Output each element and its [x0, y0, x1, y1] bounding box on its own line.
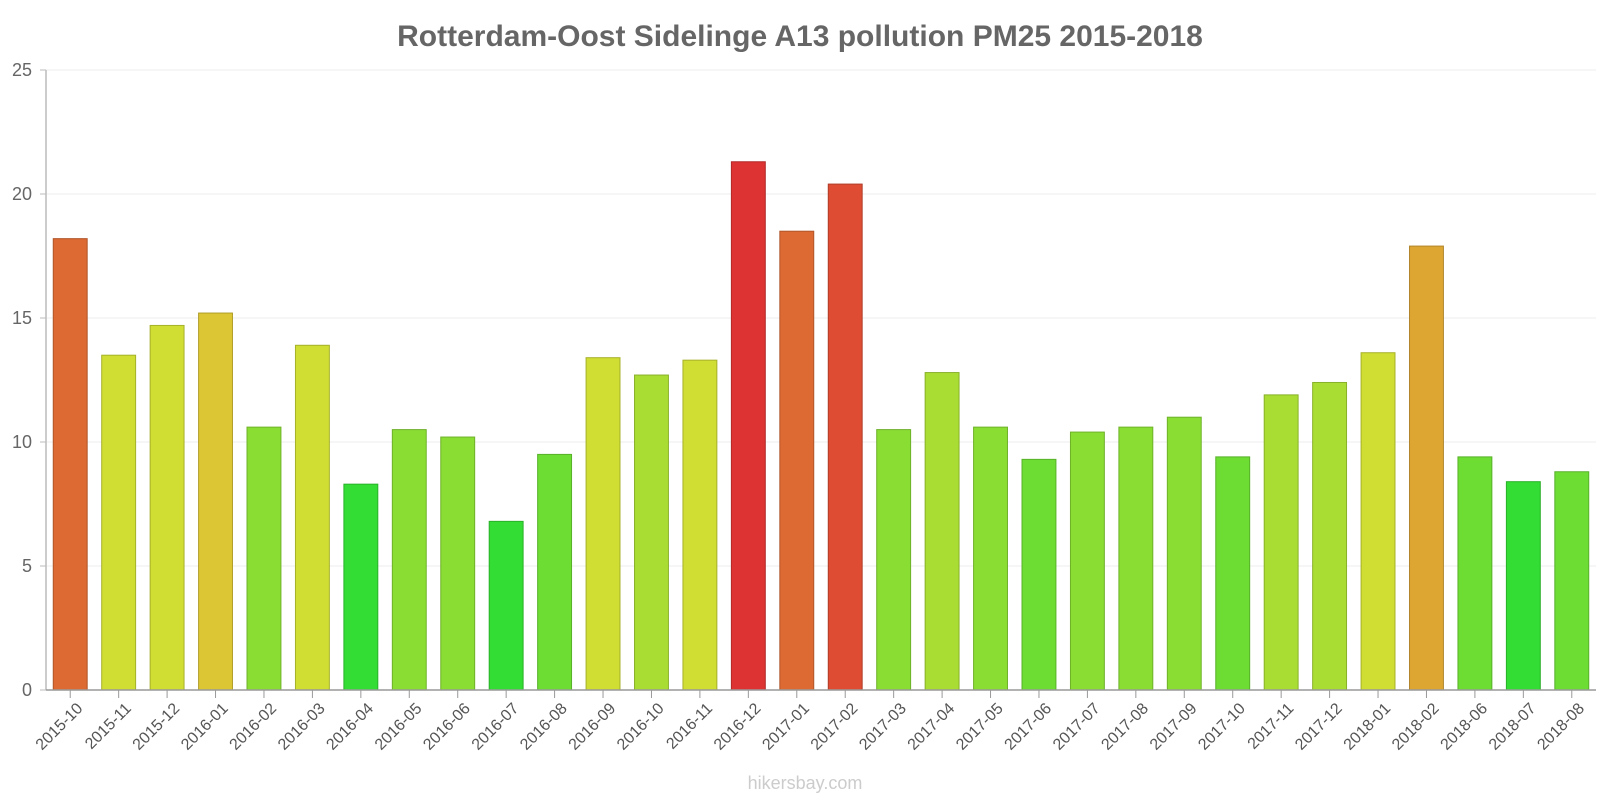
- x-tick-label: 2016-12: [711, 700, 765, 754]
- bar-2017-01: [779, 230, 815, 691]
- x-tick-label: 2017-03: [856, 700, 910, 754]
- x-tick-label: 2016-10: [614, 700, 668, 754]
- x-tick-label: 2016-08: [517, 700, 571, 754]
- x-tick-label: 2017-11: [1245, 700, 1298, 753]
- bar-2017-05: [973, 426, 1008, 691]
- bar-2018-06: [1457, 456, 1493, 691]
- y-tick-label: 20: [12, 184, 32, 204]
- bar-2016-04: [343, 483, 379, 691]
- x-tick-label: 2016-02: [227, 700, 281, 754]
- x-axis-ticks: 2015-102015-112015-122016-012016-022016-…: [33, 690, 1588, 754]
- bar-2016-07: [488, 520, 524, 691]
- bar-2017-08: [1118, 426, 1154, 691]
- bar-2017-03: [876, 429, 912, 691]
- bar-2016-08: [537, 453, 573, 691]
- x-tick-label: 2018-07: [1486, 700, 1540, 754]
- x-tick-label: 2015-10: [33, 700, 87, 754]
- y-tick-label: 15: [12, 308, 32, 328]
- x-tick-label: 2017-05: [953, 700, 1007, 754]
- x-tick-label: 2016-04: [323, 700, 377, 754]
- bar-2016-09: [585, 357, 621, 691]
- x-tick-label: 2018-01: [1341, 700, 1395, 754]
- x-tick-label: 2016-07: [469, 700, 523, 754]
- chart-title: Rotterdam-Oost Sidelinge A13 pollution P…: [397, 20, 1203, 53]
- bar-2016-02: [246, 426, 282, 691]
- x-tick-label: 2017-12: [1292, 700, 1346, 754]
- bar-2017-02: [827, 183, 863, 691]
- bar-2017-04: [924, 372, 960, 691]
- bars: [52, 161, 1590, 691]
- bar-2017-11: [1263, 394, 1299, 691]
- bar-2016-03: [294, 344, 330, 691]
- x-tick-label: 2017-06: [1002, 700, 1056, 754]
- bar-2015-11: [101, 354, 137, 691]
- watermark: hikersbay.com: [748, 773, 863, 793]
- bar-2017-07: [1069, 431, 1105, 691]
- bar-2016-12: [730, 161, 766, 691]
- y-axis-ticks: 0 5 10 15 20 25: [12, 60, 46, 700]
- x-tick-label: 2016-06: [420, 700, 474, 754]
- y-tick-label: 10: [12, 432, 32, 452]
- bar-2018-02: [1409, 245, 1444, 691]
- y-tick-label: 0: [22, 680, 32, 700]
- bar-2016-10: [634, 374, 669, 691]
- bar-2016-01: [198, 312, 233, 691]
- x-tick-label: 2018-06: [1438, 700, 1492, 754]
- bar-2018-07: [1505, 481, 1541, 691]
- x-tick-label: 2016-01: [178, 700, 232, 754]
- x-tick-label: 2016-03: [275, 700, 329, 754]
- x-tick-label: 2017-07: [1050, 700, 1104, 754]
- x-tick-label: 2017-10: [1195, 700, 1249, 754]
- bar-2017-12: [1312, 381, 1348, 691]
- bar-2018-01: [1360, 352, 1396, 691]
- x-tick-label: 2015-12: [130, 700, 184, 754]
- x-tick-label: 2018-08: [1534, 700, 1588, 754]
- bar-2016-06: [440, 436, 476, 691]
- x-tick-label: 2016-09: [566, 700, 620, 754]
- x-tick-label: 2016-05: [372, 700, 426, 754]
- bar-2016-05: [391, 429, 427, 691]
- x-tick-label: 2017-01: [759, 700, 813, 754]
- x-tick-label: 2017-09: [1147, 700, 1201, 754]
- y-tick-label: 25: [12, 60, 32, 80]
- bar-2017-06: [1021, 458, 1057, 691]
- bar-2015-12: [149, 324, 185, 691]
- x-tick-label: 2017-02: [808, 700, 862, 754]
- x-tick-label: 2016-11: [663, 700, 716, 753]
- bar-2017-10: [1215, 456, 1251, 691]
- bar-2015-10: [52, 238, 88, 691]
- bar-2018-08: [1554, 471, 1590, 691]
- x-tick-label: 2015-11: [82, 700, 135, 753]
- y-tick-label: 5: [22, 556, 32, 576]
- axes: [45, 70, 1596, 691]
- x-tick-label: 2017-04: [905, 700, 959, 754]
- bar-2017-09: [1166, 416, 1202, 691]
- x-tick-label: 2018-02: [1389, 700, 1443, 754]
- bar-2016-11: [682, 359, 718, 691]
- x-tick-label: 2017-08: [1098, 700, 1152, 754]
